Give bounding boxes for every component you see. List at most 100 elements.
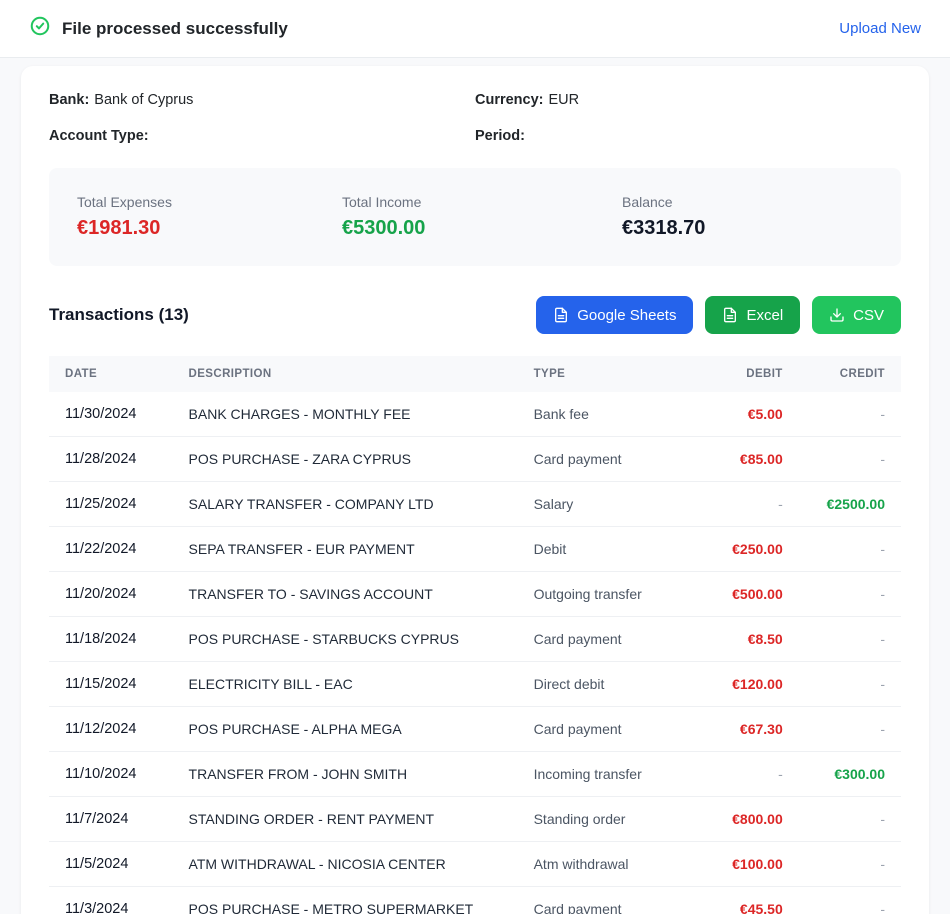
table-row: 11/12/2024 POS PURCHASE - ALPHA MEGA Car… bbox=[49, 706, 901, 752]
date-cell: 11/20/2024 bbox=[49, 571, 173, 617]
status-text: File processed successfully bbox=[62, 18, 288, 38]
credit-cell: - bbox=[798, 616, 901, 662]
description-cell: SALARY TRANSFER - COMPANY LTD bbox=[172, 481, 518, 527]
upload-new-link[interactable]: Upload New bbox=[839, 20, 921, 37]
bank-label: Bank: bbox=[49, 92, 90, 108]
period-field: Period: bbox=[475, 128, 901, 144]
description-column-header: Description bbox=[188, 368, 272, 380]
bank-value: Bank of Cyprus bbox=[94, 92, 194, 108]
period-label: Period: bbox=[475, 128, 525, 144]
description-cell: TRANSFER TO - SAVINGS ACCOUNT bbox=[172, 571, 518, 617]
currency-value: EUR bbox=[548, 92, 580, 108]
type-cell: Incoming transfer bbox=[517, 751, 697, 797]
type-cell: Direct debit bbox=[517, 661, 697, 707]
description-cell: BANK CHARGES - MONTHLY FEE bbox=[172, 392, 518, 437]
document-icon bbox=[722, 307, 738, 323]
credit-cell: - bbox=[798, 796, 901, 842]
credit-cell: - bbox=[798, 526, 901, 572]
total-expenses-value: €1981.30 bbox=[77, 217, 161, 239]
currency-field: Currency: EUR bbox=[475, 92, 901, 108]
credit-cell: - bbox=[798, 886, 901, 914]
type-cell: Standing order bbox=[517, 796, 697, 842]
debit-cell: - bbox=[696, 481, 799, 527]
description-cell: POS PURCHASE - ALPHA MEGA bbox=[172, 706, 518, 752]
account-type-label: Account Type: bbox=[49, 128, 149, 144]
table-row: 11/7/2024 STANDING ORDER - RENT PAYMENT … bbox=[49, 796, 901, 842]
table-row: 11/18/2024 POS PURCHASE - STARBUCKS CYPR… bbox=[49, 616, 901, 662]
total-expenses-label: Total Expenses bbox=[77, 194, 172, 210]
date-cell: 11/25/2024 bbox=[49, 481, 173, 527]
description-cell: ATM WITHDRAWAL - NICOSIA CENTER bbox=[172, 841, 518, 887]
csv-button[interactable]: CSV bbox=[812, 296, 901, 334]
debit-column-header: Debit bbox=[746, 368, 783, 380]
excel-label: Excel bbox=[746, 306, 784, 324]
table-row: 11/10/2024 TRANSFER FROM - JOHN SMITH In… bbox=[49, 751, 901, 797]
credit-cell: - bbox=[798, 661, 901, 707]
date-cell: 11/10/2024 bbox=[49, 751, 173, 797]
date-cell: 11/30/2024 bbox=[49, 392, 173, 437]
excel-button[interactable]: Excel bbox=[705, 296, 801, 334]
table-row: 11/5/2024 ATM WITHDRAWAL - NICOSIA CENTE… bbox=[49, 841, 901, 887]
date-cell: 11/22/2024 bbox=[49, 526, 173, 572]
date-cell: 11/3/2024 bbox=[49, 886, 173, 914]
description-cell: ELECTRICITY BILL - EAC bbox=[172, 661, 518, 707]
date-column-header: Date bbox=[65, 368, 98, 380]
statement-card: Bank: Bank of Cyprus Currency: EUR Account… bbox=[21, 66, 929, 914]
credit-column-header: Credit bbox=[839, 368, 885, 380]
credit-cell: - bbox=[798, 571, 901, 617]
debit-cell: €67.30 bbox=[696, 706, 799, 752]
type-cell: Card payment bbox=[517, 886, 697, 914]
description-cell: POS PURCHASE - METRO SUPERMARKET bbox=[172, 886, 518, 914]
transactions-header: Transactions (13) Google Sheets bbox=[49, 296, 901, 334]
credit-cell: - bbox=[798, 392, 901, 437]
type-cell: Outgoing transfer bbox=[517, 571, 697, 617]
summary-box: Total Expenses €1981.30 Total Income €53… bbox=[49, 168, 901, 266]
success-check-icon bbox=[29, 15, 51, 42]
type-cell: Card payment bbox=[517, 436, 697, 482]
debit-cell: €800.00 bbox=[696, 796, 799, 842]
credit-cell: - bbox=[798, 436, 901, 482]
csv-label: CSV bbox=[853, 306, 884, 324]
debit-cell: €45.50 bbox=[696, 886, 799, 914]
description-cell: STANDING ORDER - RENT PAYMENT bbox=[172, 796, 518, 842]
credit-cell: - bbox=[798, 706, 901, 752]
debit-cell: €250.00 bbox=[696, 526, 799, 572]
currency-label: Currency: bbox=[475, 92, 544, 108]
debit-cell: €85.00 bbox=[696, 436, 799, 482]
table-row: 11/20/2024 TRANSFER TO - SAVINGS ACCOUNT… bbox=[49, 571, 901, 617]
transactions-title: Transactions (13) bbox=[49, 305, 189, 324]
table-header-row: Date Description Type Debit Credit bbox=[49, 356, 901, 392]
spreadsheet-icon bbox=[553, 307, 569, 323]
debit-cell: - bbox=[696, 751, 799, 797]
date-cell: 11/18/2024 bbox=[49, 616, 173, 662]
status-message: File processed successfully bbox=[29, 15, 288, 42]
transactions-table: Date Description Type Debit Credit 11/30… bbox=[49, 356, 901, 914]
google-sheets-button[interactable]: Google Sheets bbox=[536, 296, 694, 334]
bank-field: Bank: Bank of Cyprus bbox=[49, 92, 475, 108]
date-cell: 11/12/2024 bbox=[49, 706, 173, 752]
type-cell: Debit bbox=[517, 526, 697, 572]
download-icon bbox=[829, 307, 845, 323]
description-cell: POS PURCHASE - STARBUCKS CYPRUS bbox=[172, 616, 518, 662]
balance: Balance €3318.70 bbox=[622, 194, 873, 240]
description-cell: SEPA TRANSFER - EUR PAYMENT bbox=[172, 526, 518, 572]
description-cell: POS PURCHASE - ZARA CYPRUS bbox=[172, 436, 518, 482]
type-cell: Salary bbox=[517, 481, 697, 527]
google-sheets-label: Google Sheets bbox=[577, 306, 677, 324]
balance-value: €3318.70 bbox=[622, 217, 706, 239]
debit-cell: €100.00 bbox=[696, 841, 799, 887]
table-row: 11/15/2024 ELECTRICITY BILL - EAC Direct… bbox=[49, 661, 901, 707]
type-column-header: Type bbox=[533, 368, 566, 380]
balance-label: Balance bbox=[622, 194, 673, 210]
type-cell: Card payment bbox=[517, 616, 697, 662]
export-buttons: Google Sheets Excel bbox=[536, 296, 901, 334]
table-row: 11/30/2024 BANK CHARGES - MONTHLY FEE Ba… bbox=[49, 392, 901, 437]
type-cell: Atm withdrawal bbox=[517, 841, 697, 887]
debit-cell: €5.00 bbox=[696, 392, 799, 437]
debit-cell: €120.00 bbox=[696, 661, 799, 707]
total-expenses: Total Expenses €1981.30 bbox=[77, 194, 342, 240]
date-cell: 11/15/2024 bbox=[49, 661, 173, 707]
table-row: 11/3/2024 POS PURCHASE - METRO SUPERMARK… bbox=[49, 886, 901, 914]
total-income-value: €5300.00 bbox=[342, 217, 426, 239]
date-cell: 11/5/2024 bbox=[49, 841, 173, 887]
